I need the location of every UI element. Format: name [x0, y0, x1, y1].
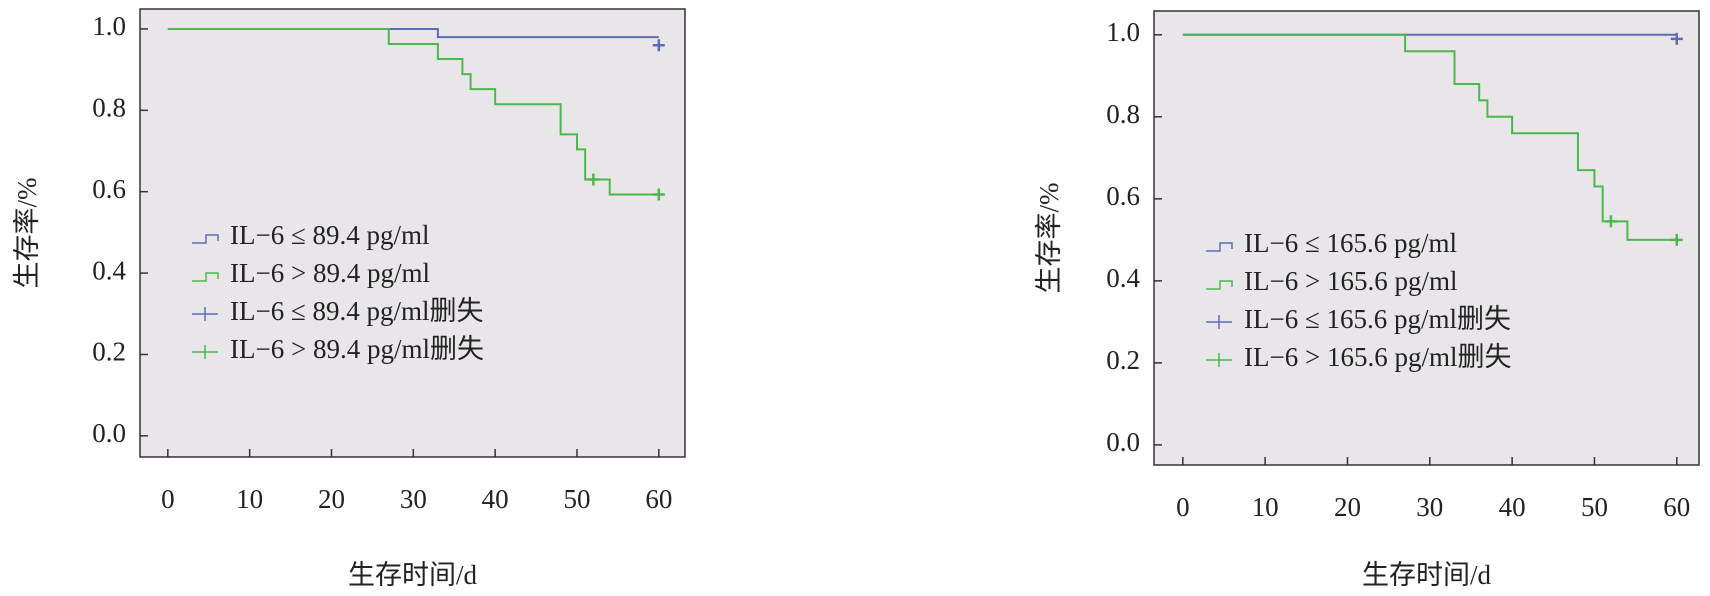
survival-curve — [1182, 33, 1677, 241]
y-tick-label: 0.4 — [92, 255, 126, 285]
y-tick-label: 0.6 — [92, 174, 126, 204]
x-tick-label: 0 — [161, 484, 175, 514]
censor-mark — [1670, 32, 1683, 45]
x-tick-label: 10 — [1252, 492, 1279, 522]
x-tick-label: 30 — [1416, 492, 1443, 522]
censor-mark — [652, 188, 665, 201]
y-tick-label: 0.2 — [1106, 345, 1140, 375]
y-tick-label: 0.8 — [1106, 99, 1140, 129]
legend-item: IL−6 ≤ 89.4 pg/ml — [192, 220, 430, 250]
legend-symbol — [1206, 280, 1233, 290]
y-tick-label: 1.0 — [1106, 17, 1140, 47]
x-tick-label: 40 — [1499, 492, 1526, 522]
x-tick-label: 60 — [1663, 492, 1690, 522]
legend-symbol — [1206, 315, 1232, 329]
plot-area — [139, 8, 686, 458]
x-axis-label: 生存时间/d — [348, 560, 478, 590]
legend-item: IL−6 > 89.4 pg/ml删失 — [192, 334, 484, 364]
x-tick-label: 30 — [400, 484, 427, 514]
legend-label: IL−6 ≤ 89.4 pg/ml — [230, 220, 430, 250]
legend-symbol — [192, 345, 218, 359]
x-tick-label: 20 — [318, 484, 345, 514]
y-tick-label: 0.8 — [92, 93, 126, 123]
legend-item: IL−6 > 165.6 pg/ml删失 — [1206, 342, 1511, 372]
y-tick-label: 0.0 — [1106, 427, 1140, 457]
x-tick-label: 40 — [482, 484, 509, 514]
censor-mark — [1670, 233, 1683, 246]
legend-symbol — [192, 307, 218, 321]
legend-symbol — [1206, 242, 1233, 252]
legend-symbol — [192, 272, 219, 282]
legend-label: IL−6 > 89.4 pg/ml删失 — [230, 334, 484, 364]
x-tick-label: 0 — [1176, 492, 1190, 522]
legend-item: IL−6 > 165.6 pg/ml — [1206, 266, 1457, 296]
survival-curve — [167, 27, 659, 196]
legend-item: IL−6 ≤ 165.6 pg/ml — [1206, 228, 1457, 258]
y-axis-label: 生存率/% — [1034, 183, 1064, 294]
legend-label: IL−6 > 89.4 pg/ml — [230, 258, 430, 288]
censor-mark — [1604, 215, 1617, 228]
y-tick-label: 0.2 — [92, 337, 126, 367]
censor-mark — [587, 173, 600, 186]
x-axis-label: 生存时间/d — [1362, 560, 1492, 590]
plot-area — [1153, 10, 1700, 466]
y-tick-label: 0.4 — [1106, 263, 1140, 293]
y-axis-label: 生存率/% — [12, 178, 42, 289]
legend-label: IL−6 > 165.6 pg/ml — [1244, 266, 1457, 296]
legend-item: IL−6 ≤ 165.6 pg/ml删失 — [1206, 304, 1511, 334]
censor-mark — [652, 39, 665, 52]
y-tick-label: 1.0 — [92, 11, 126, 41]
legend-symbol — [1206, 353, 1232, 367]
legend-label: IL−6 ≤ 89.4 pg/ml删失 — [230, 296, 484, 326]
legend-label: IL−6 ≤ 165.6 pg/ml删失 — [1244, 304, 1511, 334]
legend-item: IL−6 > 89.4 pg/ml — [192, 258, 430, 288]
x-tick-label: 50 — [563, 484, 590, 514]
x-tick-label: 20 — [1334, 492, 1361, 522]
legend-item: IL−6 ≤ 89.4 pg/ml删失 — [192, 296, 484, 326]
legend-label: IL−6 ≤ 165.6 pg/ml — [1244, 228, 1457, 258]
legend-symbol — [192, 234, 219, 244]
x-tick-label: 50 — [1581, 492, 1608, 522]
legend-label: IL−6 > 165.6 pg/ml删失 — [1244, 342, 1511, 372]
y-tick-label: 0.6 — [1106, 181, 1140, 211]
x-tick-label: 10 — [236, 484, 263, 514]
y-tick-label: 0.0 — [92, 418, 126, 448]
x-tick-label: 60 — [645, 484, 672, 514]
